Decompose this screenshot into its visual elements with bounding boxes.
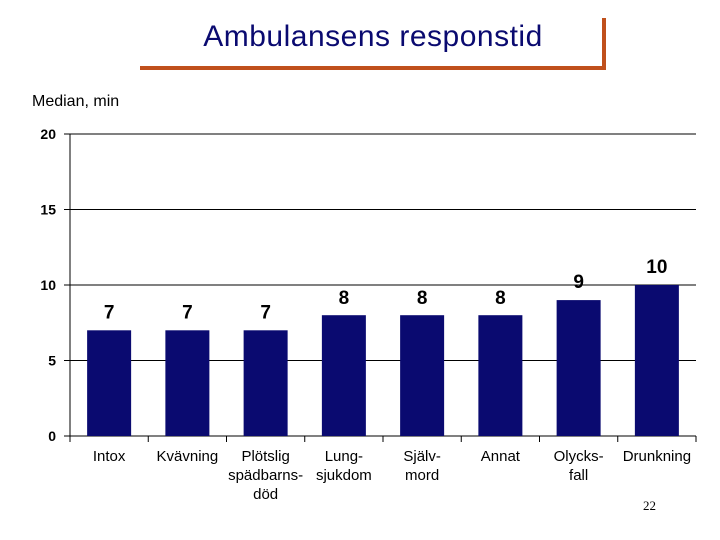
category-label-line: Drunkning xyxy=(623,448,691,465)
bar xyxy=(556,300,601,436)
bar xyxy=(634,285,679,436)
category-label: Själv-mord xyxy=(403,448,441,484)
category-label-line: Intox xyxy=(93,448,126,465)
y-tick-label: 20 xyxy=(40,126,56,142)
data-label: 8 xyxy=(339,288,350,309)
data-label: 8 xyxy=(495,288,506,309)
y-tick-label: 15 xyxy=(40,202,56,218)
category-label-line: Kvävning xyxy=(157,448,219,465)
y-axis-label: Median, min xyxy=(32,93,120,110)
bar xyxy=(87,330,132,436)
category-label: Kvävning xyxy=(157,448,219,465)
category-label: Drunkning xyxy=(623,448,691,465)
page-number: 22 xyxy=(643,498,656,513)
data-label: 9 xyxy=(573,272,584,293)
category-label: Plötslig spädbarns-död xyxy=(228,448,303,503)
category-label-line: Olycks- xyxy=(554,448,604,465)
category-label: Lung-sjukdom xyxy=(316,448,372,484)
category-label-line: död xyxy=(253,486,278,503)
category-label-line: fall xyxy=(569,467,588,484)
bar xyxy=(165,330,210,436)
data-label: 10 xyxy=(646,257,667,278)
category-label: Olycks-fall xyxy=(554,448,604,484)
y-tick-label: 10 xyxy=(40,277,56,293)
data-label: 7 xyxy=(182,302,193,323)
category-label-line: mord xyxy=(405,467,439,484)
bar xyxy=(243,330,288,436)
bar xyxy=(478,315,523,436)
category-label: Intox xyxy=(93,448,126,465)
data-label: 7 xyxy=(260,302,271,323)
page-title: Ambulansens responstid xyxy=(203,20,543,53)
category-label-line: Annat xyxy=(481,448,521,465)
category-label-line: sjukdom xyxy=(316,467,372,484)
bar xyxy=(400,315,445,436)
title-frame xyxy=(140,18,606,70)
category-label-line: Själv- xyxy=(403,448,441,465)
category-label-line: Lung- xyxy=(325,448,363,465)
y-tick-label: 0 xyxy=(48,428,56,444)
bar xyxy=(321,315,366,436)
category-label: Annat xyxy=(481,448,521,465)
category-label-line: Plötslig xyxy=(241,448,289,465)
y-tick-label: 5 xyxy=(48,353,56,369)
category-label-line: spädbarns- xyxy=(228,467,303,484)
data-label: 7 xyxy=(104,302,115,323)
data-label: 8 xyxy=(417,288,428,309)
